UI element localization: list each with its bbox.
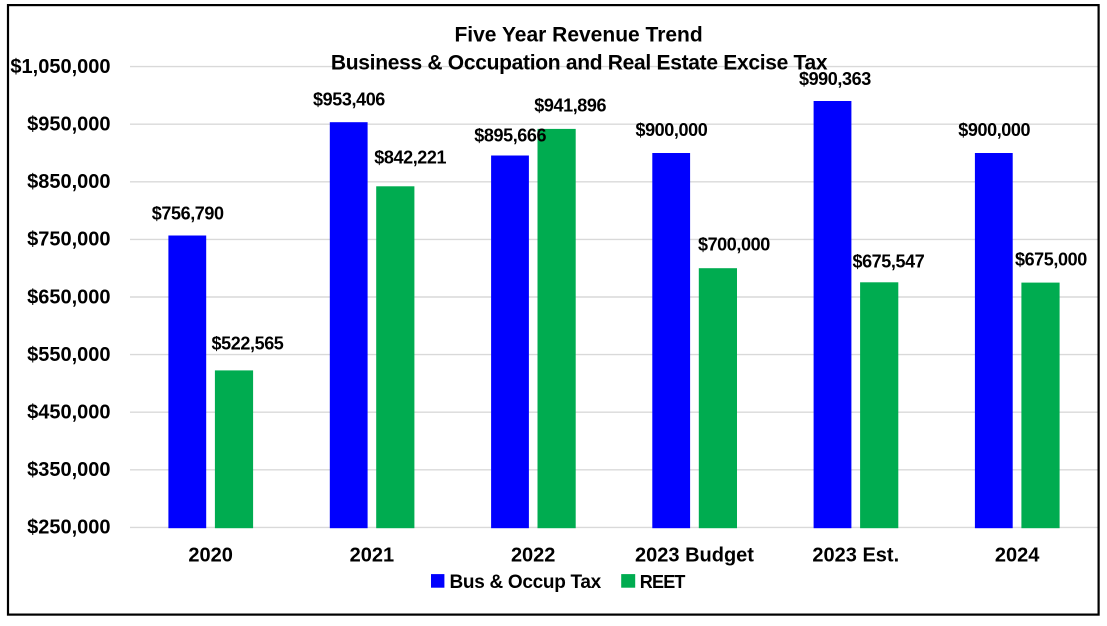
svg-text:$941,896: $941,896 — [534, 95, 606, 115]
svg-text:$250,000: $250,000 — [27, 517, 110, 539]
svg-text:2024: 2024 — [995, 545, 1040, 567]
svg-text:$895,666: $895,666 — [474, 126, 546, 146]
svg-text:$650,000: $650,000 — [27, 286, 110, 308]
svg-text:Bus & Occup Tax: Bus & Occup Tax — [450, 572, 602, 593]
svg-text:$675,000: $675,000 — [1015, 250, 1087, 270]
svg-text:$700,000: $700,000 — [698, 234, 770, 254]
svg-text:$756,790: $756,790 — [152, 204, 224, 224]
svg-text:2022: 2022 — [511, 545, 556, 567]
svg-text:$550,000: $550,000 — [27, 344, 110, 366]
svg-text:2021: 2021 — [350, 545, 395, 567]
svg-text:$842,221: $842,221 — [374, 148, 446, 168]
svg-text:$522,565: $522,565 — [212, 334, 284, 354]
svg-text:$1,050,000: $1,050,000 — [10, 56, 110, 78]
svg-text:Business & Occupation and Real: Business & Occupation and Real Estate Ex… — [331, 52, 828, 75]
svg-text:$675,547: $675,547 — [852, 252, 924, 272]
svg-text:REET: REET — [640, 572, 686, 592]
svg-text:$850,000: $850,000 — [27, 171, 110, 193]
svg-text:$450,000: $450,000 — [27, 402, 110, 424]
svg-text:$350,000: $350,000 — [27, 459, 110, 481]
svg-text:$900,000: $900,000 — [958, 120, 1030, 140]
svg-text:$990,363: $990,363 — [799, 69, 871, 89]
svg-text:$953,406: $953,406 — [313, 89, 385, 109]
svg-text:2020: 2020 — [188, 545, 233, 567]
svg-text:$750,000: $750,000 — [27, 229, 110, 251]
svg-text:$900,000: $900,000 — [635, 120, 707, 140]
svg-text:2023 Budget: 2023 Budget — [635, 545, 754, 567]
svg-text:2023 Est.: 2023 Est. — [812, 545, 899, 567]
svg-text:$950,000: $950,000 — [27, 114, 110, 136]
svg-text:Five Year Revenue Trend: Five Year Revenue Trend — [454, 23, 702, 46]
